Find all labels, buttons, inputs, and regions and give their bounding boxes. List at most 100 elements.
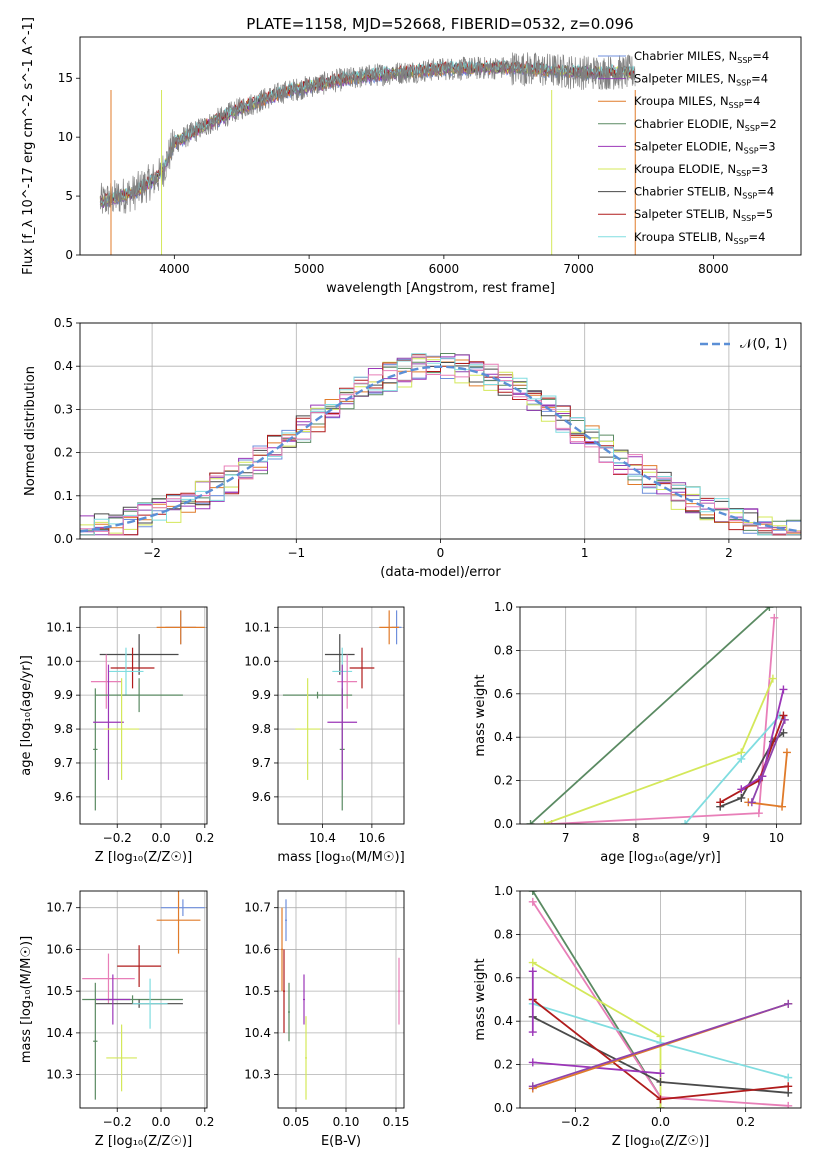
legend-label-suffix: =2 — [760, 117, 777, 131]
spectrum-data-line — [99, 52, 636, 215]
age-vs-Z-ytick-label: 9.7 — [54, 756, 73, 770]
age-vs-Z-xlabel: Z [log₁₀(Z/Z☉)] — [95, 850, 192, 865]
spectrum-ytick-label: 15 — [58, 71, 73, 85]
spectrum-model-line — [99, 61, 636, 207]
mass-weight-vs-age-marker — [768, 674, 777, 683]
residuals-ylabel: Normed distribution — [23, 366, 38, 496]
residuals-xtick-label: −1 — [287, 546, 305, 560]
age-vs-Z-xtick-label: −0.2 — [103, 831, 132, 845]
legend-label: Kroupa ELODIE, NSSP=3 — [634, 162, 768, 178]
mass-weight-vs-Z-panel: −0.2 0.0 0.2 0.0 0.2 0.4 0.6 0.8 1.0 Z [log₁₀(Z/Z… — [473, 884, 802, 1149]
age-vs-mass-panel: 10.4 10.6 9.6 9.7 9.8 9.9 10.0 10.1 mass [log₁₀(… — [244, 606, 405, 865]
age-vs-Z-ytick-label: 9.6 — [54, 790, 73, 804]
mass-vs-Z-ytick-label: 10.6 — [46, 942, 73, 956]
legend-label-suffix: =4 — [752, 49, 769, 63]
mass-weight-vs-age-frame — [519, 606, 802, 825]
mass-weight-vs-age-marker — [779, 711, 788, 720]
mass-vs-Z-ytick-label: 10.7 — [46, 901, 73, 915]
mass-weight-vs-Z-marker — [784, 1073, 793, 1082]
mass-weight-vs-age-xtick-label: 7 — [562, 831, 570, 845]
residuals-xlabel: (data-model)/error — [380, 565, 501, 580]
mass-weight-vs-age-marker — [681, 820, 690, 824]
legend-label: Salpeter ELODIE, NSSP=3 — [634, 139, 776, 155]
mass-weight-vs-age-ytick-label: 0.0 — [494, 817, 513, 831]
residuals-ytick-label: 0.5 — [54, 316, 73, 330]
legend-label: Kroupa MILES, NSSP=4 — [634, 94, 760, 110]
spectrum-ylabel: Flux [f_λ 10^-17 erg cm^-2 s^-1 A^-1] — [21, 17, 36, 275]
mass-vs-Z-plot-area — [82, 891, 205, 1100]
legend-label: Chabrier ELODIE, NSSP=2 — [634, 117, 777, 133]
mass-vs-ebv-ytick-label: 10.5 — [244, 984, 271, 998]
mass-weight-vs-Z-ytick-label: 0.0 — [494, 1101, 513, 1115]
normal-legend-label: 𝒩(0, 1) — [740, 337, 787, 352]
figure-title: PLATE=1158, MJD=52668, FIBERID=0532, z=0… — [246, 15, 633, 33]
mass-weight-vs-age-xlabel: age [log₁₀(age/yr)] — [600, 850, 721, 865]
mass-vs-Z-ytick-label: 10.3 — [46, 1068, 73, 1082]
mass-weight-vs-Z-frame — [519, 890, 802, 1109]
mass-weight-vs-age-ytick-label: 1.0 — [494, 600, 513, 614]
spectrum-legend: Chabrier MILES, NSSP=4 Salpeter MILES, NS… — [598, 49, 777, 246]
normal-curve — [80, 365, 801, 533]
age-vs-mass-frame — [277, 606, 405, 825]
mass-vs-Z-ylabel: mass [log₁₀(M/M☉)] — [19, 936, 34, 1063]
spectrum-xtick-label: 5000 — [294, 262, 325, 276]
mass-vs-ebv-frame — [277, 890, 405, 1109]
mass-weight-vs-Z-xlabel: Z [log₁₀(Z/Z☉)] — [612, 1134, 709, 1149]
mass-weight-vs-Z-marker — [656, 1077, 665, 1086]
legend-label: Salpeter STELIB, NSSP=5 — [634, 207, 773, 223]
mass-vs-Z-xtick-label: 0.0 — [151, 1115, 170, 1129]
mass-weight-vs-age-marker — [526, 820, 535, 824]
spectrum-model-line — [99, 62, 636, 206]
legend-label-sub: SSP — [744, 146, 759, 155]
mass-vs-Z-panel: −0.2 0.0 0.2 10.3 10.4 10.5 10.6 10.7 Z [log₁₀(Z… — [19, 890, 214, 1149]
spectrum-ytick-label: 0 — [65, 248, 73, 262]
legend-label-sub: SSP — [736, 169, 751, 178]
mass-weight-vs-Z-ytick-label: 0.8 — [494, 927, 513, 941]
mass-weight-vs-age-panel: 7 8 9 10 0.0 0.2 0.4 0.6 0.8 1.0 age [log₁₀(age/yr… — [473, 600, 802, 865]
age-vs-Z-xtick-label: 0.2 — [195, 831, 214, 845]
mass-weight-vs-Z-marker — [784, 1082, 793, 1091]
mass-weight-vs-age-ylabel: mass weight — [473, 674, 488, 756]
mass-weight-vs-Z-marker — [528, 897, 537, 906]
mass-weight-vs-Z-series-line — [532, 1002, 789, 1088]
mass-vs-Z-ytick-label: 10.4 — [46, 1026, 73, 1040]
legend-label-suffix: =4 — [744, 94, 761, 108]
age-vs-Z-ytick-label: 10.0 — [46, 654, 73, 668]
residuals-ytick-label: 0.0 — [54, 532, 73, 546]
spectrum-model-line — [99, 60, 636, 206]
legend-label-sub: SSP — [742, 192, 757, 201]
residuals-xtick-label: 2 — [725, 546, 733, 560]
legend-label: Kroupa STELIB, NSSP=4 — [634, 230, 765, 246]
mass-weight-vs-Z-marker — [528, 1082, 537, 1091]
mass-weight-vs-Z-marker — [656, 1104, 665, 1108]
legend-label-sub: SSP — [737, 56, 752, 65]
mass-weight-vs-Z-xtick-label: 0.2 — [736, 1115, 755, 1129]
spectrum-xlabel: wavelength [Angstrom, rest frame] — [326, 281, 555, 296]
residuals-plot-area — [80, 353, 801, 536]
residuals-xtick-label: −2 — [143, 546, 161, 560]
age-vs-Z-ytick-label: 10.1 — [46, 620, 73, 634]
mass-weight-vs-age-marker — [765, 607, 774, 611]
mass-weight-vs-age-ytick-label: 0.2 — [494, 774, 513, 788]
mass-weight-vs-Z-xtick-label: −0.2 — [561, 1115, 590, 1129]
mass-weight-vs-age-series-line — [529, 607, 771, 824]
mass-weight-vs-age-marker — [737, 754, 746, 763]
mass-vs-ebv-ytick-label: 10.6 — [244, 942, 271, 956]
residuals-ytick-label: 0.4 — [54, 359, 73, 373]
mass-weight-vs-Z-marker — [656, 1095, 665, 1104]
mass-weight-vs-Z-xtick-label: 0.0 — [651, 1115, 670, 1129]
mass-weight-vs-age-marker — [780, 715, 789, 724]
age-vs-mass-xtick-label: 10.4 — [309, 831, 336, 845]
mass-weight-vs-Z-marker — [528, 1028, 537, 1037]
mass-weight-vs-Z-marker — [528, 891, 537, 895]
mass-vs-ebv-ytick-label: 10.4 — [244, 1026, 271, 1040]
age-vs-Z-ytick-label: 9.8 — [54, 722, 73, 736]
residuals-xtick-label: 0 — [437, 546, 445, 560]
age-vs-mass-xlabel: mass [log₁₀(M/M☉)] — [277, 850, 404, 865]
mass-weight-vs-age-series-line — [750, 719, 786, 803]
mass-vs-ebv-plot-area — [281, 899, 400, 1100]
age-vs-Z-ytick-label: 9.9 — [54, 688, 73, 702]
spectrum-ytick-label: 10 — [58, 130, 73, 144]
mass-weight-vs-Z-ytick-label: 0.2 — [494, 1058, 513, 1072]
mass-vs-ebv-xtick-label: 0.05 — [283, 1115, 310, 1129]
